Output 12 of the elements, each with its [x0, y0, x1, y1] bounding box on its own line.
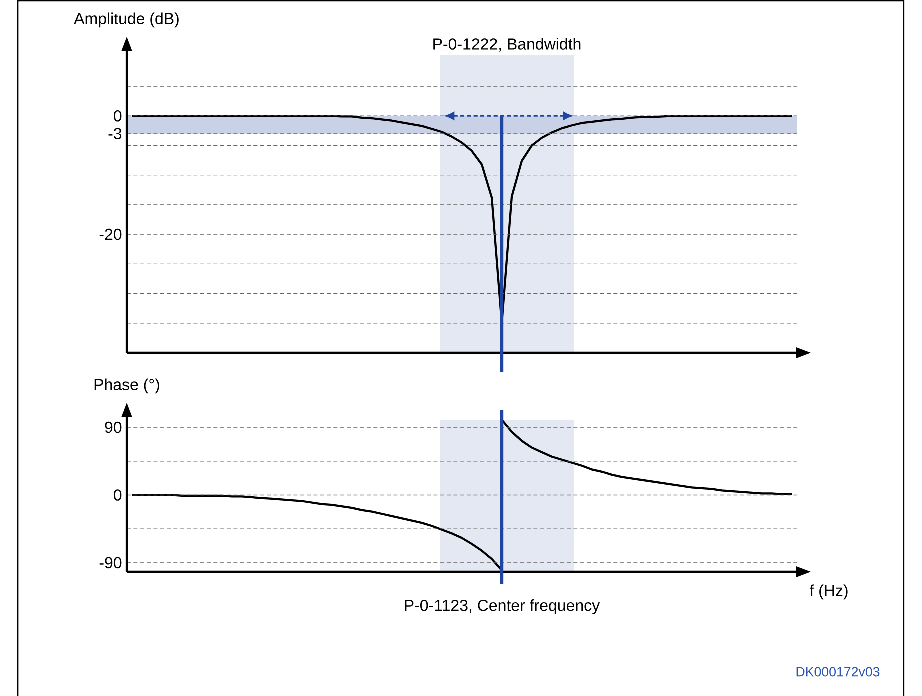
y-axis-title: Phase (°) — [94, 378, 160, 394]
text: DK000172v03 — [796, 667, 880, 677]
y-tick-label: 90 — [105, 422, 122, 434]
annotation: P-0-1222, Bandwidth — [434, 38, 581, 52]
y-tick-label: -20 — [100, 228, 122, 240]
y-tick-label: -90 — [100, 557, 122, 569]
y-tick-label: 0 — [114, 490, 122, 501]
y-axis-title: Amplitude (dB) — [74, 12, 179, 28]
y-tick-label: 0 — [114, 110, 122, 122]
y-tick-label: -3 — [108, 128, 122, 140]
x-axis-title: f (Hz) — [810, 584, 848, 600]
text: P-0-1123, Center frequency — [405, 600, 600, 614]
